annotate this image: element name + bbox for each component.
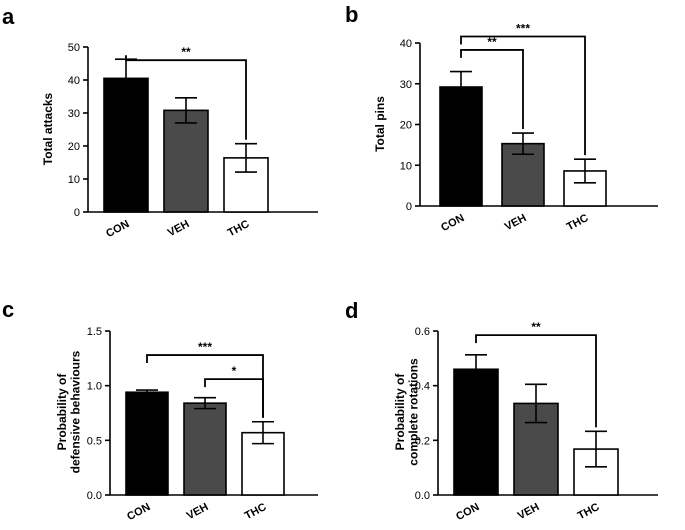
y-tick-label: 0.6 [415,326,430,338]
y-tick-label: 30 [68,108,80,120]
y-tick-label: 0 [74,207,80,219]
y-tick-label: 0.0 [415,490,430,502]
significance-bracket [125,55,247,140]
category-label-con: CON [104,218,131,240]
y-axis-label-line: Probability of [55,373,69,451]
panel-letter: c [2,297,14,322]
y-tick-label: 0 [406,201,412,213]
bar-con [125,391,169,496]
significance-label: *** [516,21,530,35]
y-tick-label: 20 [68,141,80,153]
bar-con [439,86,483,207]
bar-thc [223,157,269,213]
significance-label: *** [198,340,212,354]
category-label-veh: VEH [185,501,211,522]
y-tick-label: 50 [68,42,80,54]
y-axis-label-line: Probability of [393,373,407,451]
y-axis-label-line: Total pins [373,96,387,152]
category-label-thc: THC [243,501,269,522]
category-label-con: CON [439,212,466,234]
significance-bracket [475,334,597,428]
significance-label: ** [531,320,541,334]
significance-bracket [460,35,586,156]
y-axis-label: Probability ofdefensive behaviours [55,350,83,473]
bar-veh [183,402,227,496]
category-label-veh: VEH [516,501,542,522]
significance-label: ** [487,35,497,49]
y-tick-label: 0.2 [415,435,430,447]
y-tick-label: 20 [400,120,412,132]
panel-letter: a [2,4,15,29]
y-tick-label: 0.5 [87,435,102,447]
significance-bracket [204,378,264,418]
significance-label: * [232,364,237,378]
bar-con [453,368,499,496]
y-axis-label: Probability ofcomplete rotations [393,358,421,466]
y-tick-label: 10 [68,174,80,186]
y-tick-label: 40 [400,38,412,50]
category-label-veh: VEH [166,218,192,239]
y-axis-label-line: defensive behaviours [69,350,83,473]
bar-con [103,77,149,213]
y-tick-label: 30 [400,79,412,91]
category-label-thc: THC [576,501,602,522]
y-tick-label: 10 [400,160,412,172]
y-tick-label: 0.4 [415,381,430,393]
bar-veh [163,109,209,213]
panel-a: a 0 10 20 30 40 50 Total attacks CON VEH THC ** [2,4,318,240]
y-tick-label: 1.0 [87,381,102,393]
category-label-veh: VEH [503,212,529,233]
y-axis-label-line: Total attacks [41,92,55,165]
panel-d: d 0.0 0.2 0.4 0.6 Probability ofcomplete rota… [345,298,658,523]
y-tick-label: 1.5 [87,326,102,338]
y-axis-label: Total pins [373,96,387,152]
y-tick-label: 40 [68,75,80,87]
panel-letter: d [345,298,358,323]
panel-letter: b [345,2,358,27]
significance-bracket [460,49,524,130]
y-tick-label: 0.0 [87,490,102,502]
y-axis-label-line: complete rotations [407,358,421,466]
category-label-thc: THC [226,218,252,239]
y-axis-label: Total attacks [41,92,55,165]
panel-c: c 0.0 0.5 1.0 1.5 Probability ofdefensive beh… [2,297,318,523]
category-label-thc: THC [565,212,591,233]
category-label-con: CON [125,501,152,523]
category-label-con: CON [454,501,481,523]
significance-label: ** [181,45,191,59]
